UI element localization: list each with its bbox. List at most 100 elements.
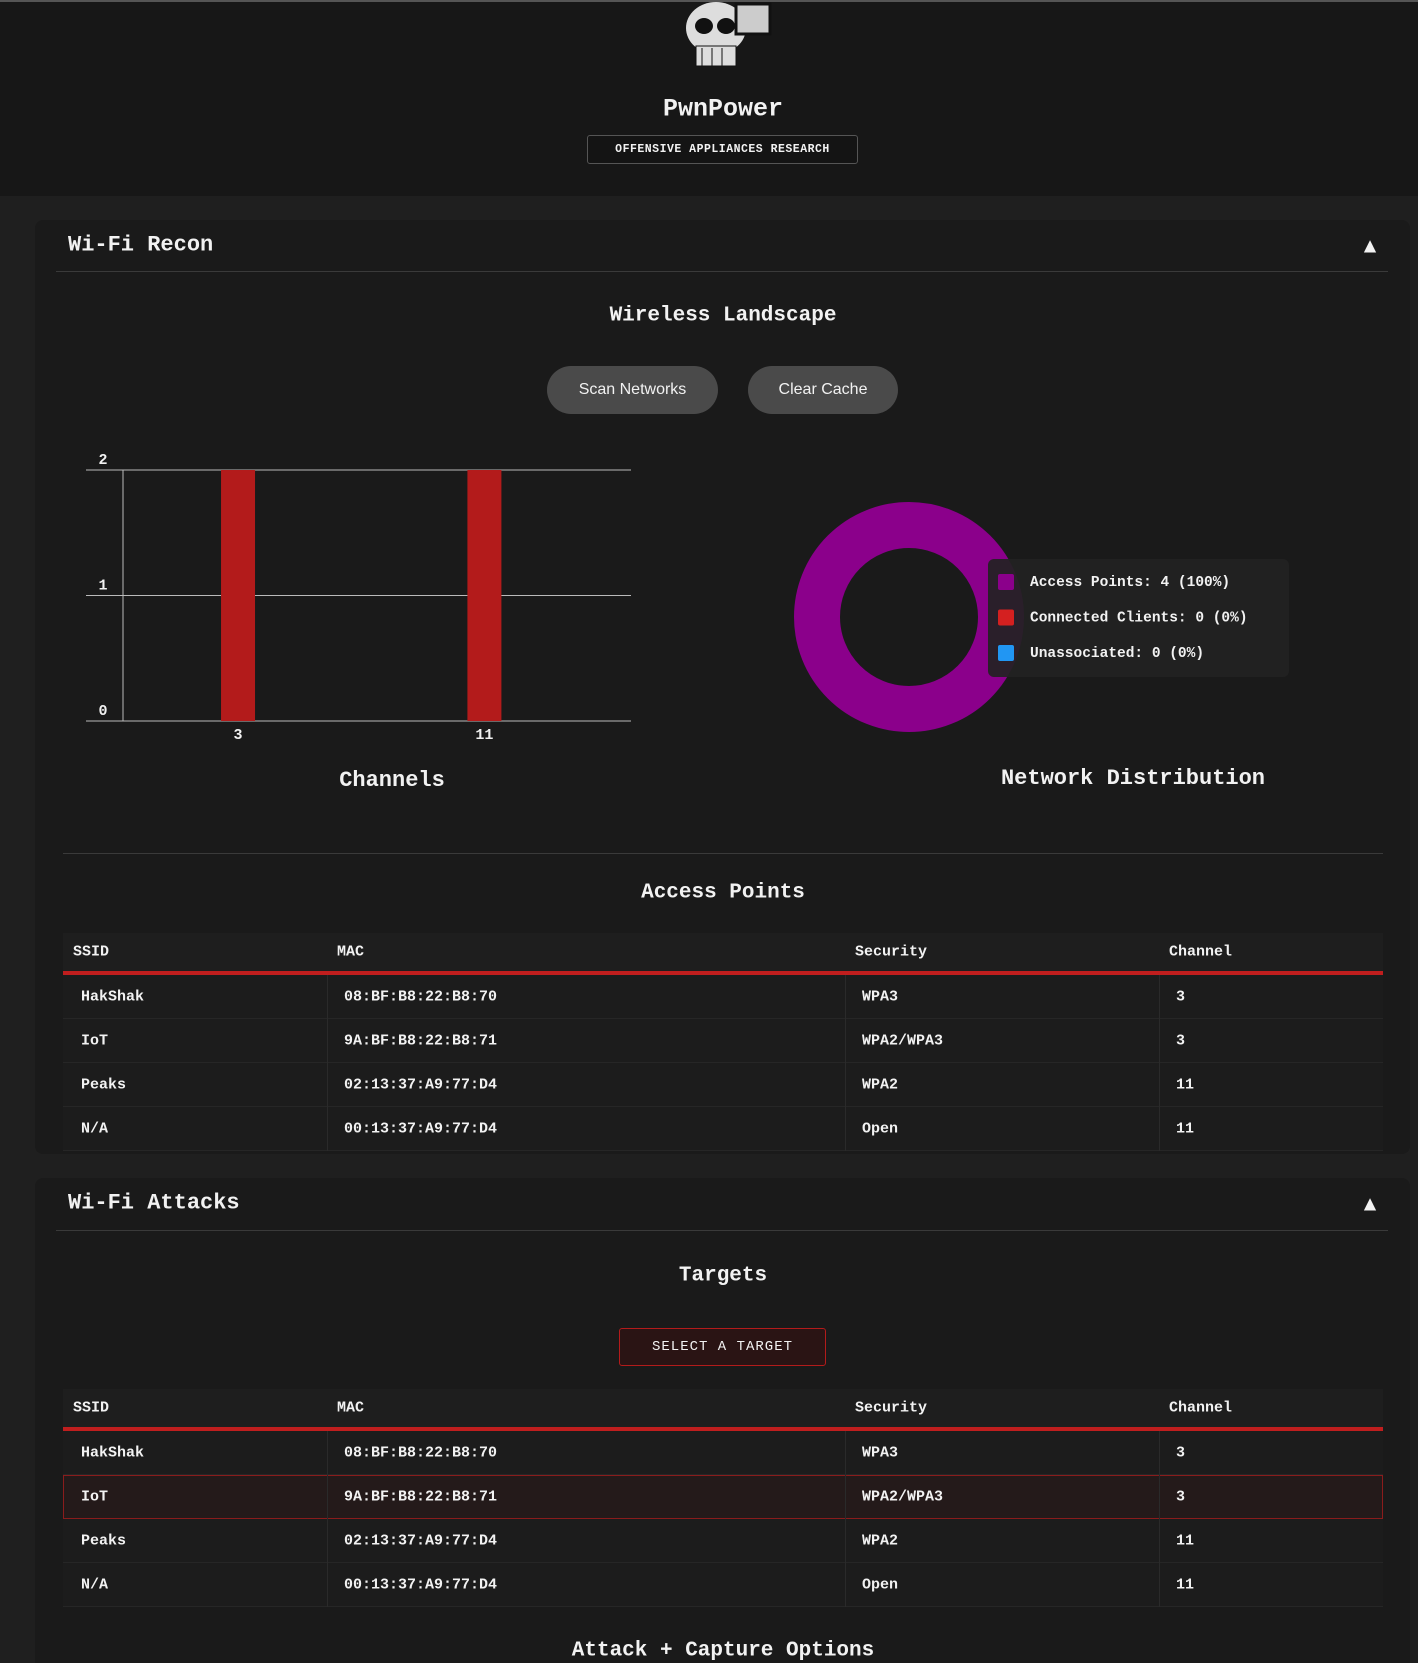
column-header: Channel [1169, 1399, 1233, 1417]
section-title: Wi-Fi Recon [68, 232, 214, 258]
table-row[interactable] [63, 1519, 1383, 1563]
cell-border [327, 975, 328, 1019]
table-row[interactable] [63, 1563, 1383, 1607]
legend-label: Unassociated: 0 (0%) [1030, 646, 1204, 662]
cell-border [327, 1019, 328, 1063]
bar [467, 470, 502, 721]
cell-border [1159, 1107, 1160, 1151]
legend-label: Access Points: 4 (100%) [1030, 575, 1230, 591]
column-header: SSID [73, 943, 110, 961]
column-header: Security [855, 1399, 928, 1417]
column-header: MAC [337, 943, 365, 961]
table-row[interactable] [63, 975, 1383, 1019]
divider [56, 1230, 1388, 1231]
table-cell: 3 [1176, 1444, 1186, 1462]
table-cell: IoT [81, 1032, 109, 1050]
channels-chart: 0 1 2 3 11 Channels [86, 452, 631, 793]
cell-border [1159, 1519, 1160, 1563]
table-cell: 08:BF:B8:22:B8:70 [344, 988, 498, 1006]
collapse-toggle[interactable]: ▲ [1363, 235, 1377, 255]
x-tick-label: 11 [475, 727, 493, 744]
table-cell: WPA3 [862, 988, 899, 1006]
table-cell: 08:BF:B8:22:B8:70 [344, 1444, 498, 1462]
table-cell: WPA2 [862, 1076, 899, 1094]
table-cell: Open [862, 1120, 899, 1138]
table-cell: 3 [1176, 1488, 1186, 1506]
table-cell: 11 [1176, 1576, 1195, 1594]
clear-button[interactable]: Clear Cache [748, 366, 898, 414]
cell-border [845, 1431, 846, 1475]
legend-swatch [998, 609, 1014, 626]
table-cell: 00:13:37:A9:77:D4 [344, 1120, 498, 1138]
table-cell: 3 [1176, 988, 1186, 1006]
heading: Targets [678, 1264, 768, 1288]
table-cell: N/A [81, 1576, 109, 1594]
logo [686, 2, 772, 67]
cell-border [327, 1475, 328, 1519]
cell-border [845, 1019, 846, 1063]
table-cell: 00:13:37:A9:77:D4 [344, 1576, 498, 1594]
column-header: MAC [337, 1399, 365, 1417]
table-row[interactable] [63, 1107, 1383, 1151]
y-tick-label: 0 [98, 703, 107, 720]
table-cell: 11 [1176, 1120, 1195, 1138]
table-header [63, 933, 1383, 971]
cell-border [327, 1519, 328, 1563]
table-cell: 3 [1176, 1032, 1186, 1050]
column-header: SSID [73, 1399, 110, 1417]
cell-border [327, 1431, 328, 1475]
table-header [63, 1389, 1383, 1427]
cell-border [845, 975, 846, 1019]
cell-border [327, 1563, 328, 1607]
legend-box [988, 559, 1289, 677]
chart-title: Channels [339, 768, 445, 793]
x-tick-label: 3 [234, 727, 243, 744]
cell-border [845, 1475, 846, 1519]
header-rule [63, 1427, 1383, 1431]
cell-border [845, 1563, 846, 1607]
table-cell: 11 [1176, 1076, 1195, 1094]
table-cell: WPA2/WPA3 [862, 1032, 944, 1050]
section-title: Wi-Fi Attacks [68, 1190, 240, 1216]
table-row[interactable] [63, 1431, 1383, 1475]
table-cell: 02:13:37:A9:77:D4 [344, 1532, 498, 1550]
table-cell: WPA3 [862, 1444, 899, 1462]
pie-slice [794, 502, 1024, 732]
table-row[interactable] [63, 1475, 1383, 1519]
table-cell: WPA2 [862, 1532, 899, 1550]
table-row[interactable] [63, 1063, 1383, 1107]
table-cell: Peaks [81, 1076, 127, 1094]
table-row[interactable] [63, 1019, 1383, 1063]
cell-border [1159, 1019, 1160, 1063]
app-title: PwnPower [662, 94, 784, 124]
app-subtitle: OFFENSIVE APPLIANCES RESEARCH [587, 135, 858, 164]
bar [221, 470, 256, 721]
scan-button[interactable]: Scan Networks [547, 366, 718, 414]
table-cell: HakShak [81, 988, 145, 1006]
cell-border [1159, 1563, 1160, 1607]
table-cell: Open [862, 1576, 899, 1594]
table-cell: 11 [1176, 1532, 1195, 1550]
y-tick-label: 2 [98, 452, 107, 469]
table-cell: WPA2/WPA3 [862, 1488, 944, 1506]
cell-border [845, 1063, 846, 1107]
collapse-toggle[interactable]: ▲ [1363, 1193, 1377, 1213]
cell-border [327, 1107, 328, 1151]
heading: Access Points [641, 881, 805, 905]
header-rule [63, 971, 1383, 975]
table-cell: 9A:BF:B8:22:B8:71 [344, 1488, 498, 1506]
table-cell: IoT [81, 1488, 109, 1506]
chart-title: Network Distribution [1001, 766, 1265, 791]
divider [56, 271, 1388, 272]
legend-swatch [998, 645, 1014, 661]
cell-border [1159, 975, 1160, 1019]
heading: Attack + Capture Options [571, 1639, 875, 1663]
cell-border [1159, 1475, 1160, 1519]
cell-border [327, 1063, 328, 1107]
select-target-button[interactable]: SELECT A TARGET [619, 1328, 826, 1366]
cell-border [1159, 1063, 1160, 1107]
distribution-chart: Access Points: 4 (100%) Connected Clients… [794, 502, 1289, 791]
cell-border [1159, 1431, 1160, 1475]
table-cell: Peaks [81, 1532, 127, 1550]
